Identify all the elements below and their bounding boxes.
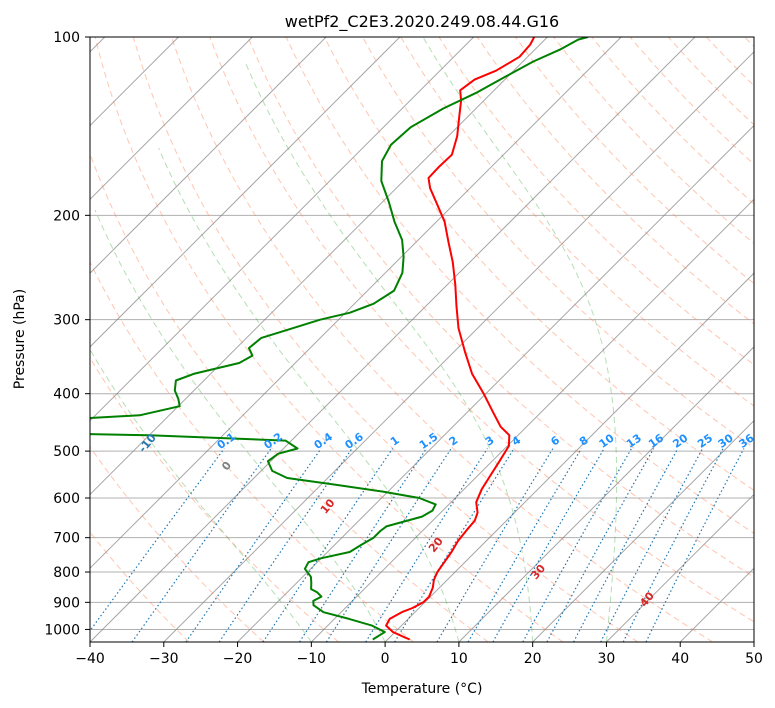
dry-adiabat-line <box>132 37 639 642</box>
profile-series <box>90 37 589 641</box>
y-tick-label: 400 <box>53 387 80 403</box>
dry-adiabat-line <box>438 37 754 366</box>
dry-adiabat-line <box>400 37 754 407</box>
isotherm-line <box>90 37 475 422</box>
isotherm-line <box>90 37 696 642</box>
dry-adiabat-line <box>94 37 564 642</box>
dry-adiabat-line <box>476 37 754 325</box>
plot-frame <box>89 36 755 643</box>
isotherm-line <box>458 346 754 642</box>
x-tick-label: 20 <box>524 651 542 667</box>
mixing-ratio-line <box>185 448 322 642</box>
dry-adiabat-line <box>247 37 754 578</box>
dry-adiabat-line <box>209 37 754 623</box>
mixing-ratio-line <box>622 448 724 642</box>
dry-adiabat-line <box>90 446 265 642</box>
dry-adiabat-line <box>323 37 754 491</box>
x-tick-label: −20 <box>223 651 253 667</box>
mixing-ratio-line <box>299 448 427 642</box>
pressure-gridlines <box>90 37 754 630</box>
y-tick-label: 900 <box>53 595 80 611</box>
y-tick-label: 300 <box>53 313 80 329</box>
y-tick-label: 1000 <box>44 622 80 638</box>
y-axis-label: Pressure (hPa) <box>12 289 28 389</box>
moist-adiabat-line <box>244 61 534 642</box>
dry-adiabat-line <box>361 37 754 449</box>
temperature-line <box>385 37 536 641</box>
moist-adiabat-line <box>158 147 460 642</box>
mixing-ratio-line <box>572 448 679 642</box>
moist-adiabat-line <box>90 348 312 642</box>
dry-adiabat-line <box>629 37 754 165</box>
dry-adiabat-line <box>591 37 754 205</box>
dry-adiabat-line <box>171 37 713 642</box>
y-tick-label: 800 <box>53 565 80 581</box>
isotherm-line <box>237 124 754 642</box>
dry-adiabat-line <box>90 260 414 642</box>
isotherm-line <box>384 272 754 642</box>
mixing-ratio-line <box>218 448 353 642</box>
axis-ticks: −40 −30 −20 −10 0 10 20 30 40 50 100 200 300 400 500 60… <box>44 30 763 667</box>
x-tick-label: 10 <box>450 651 468 667</box>
y-tick-label: 200 <box>53 208 80 224</box>
mixing-ratio-line <box>467 448 582 642</box>
isotherm-line <box>163 51 754 642</box>
isotherms <box>90 37 754 642</box>
y-tick-label: 700 <box>53 531 80 547</box>
mixing-ratio-line <box>262 448 394 642</box>
isotherm-line <box>532 419 754 642</box>
y-tick-label: 600 <box>53 491 80 507</box>
x-axis-label: Temperature (°C) <box>361 681 483 697</box>
dry-adiabat-line <box>285 37 754 534</box>
x-tick-label: 0 <box>381 651 390 667</box>
moist-adiabat-line <box>94 209 386 642</box>
mixing-ratio-line <box>325 448 452 642</box>
x-tick-label: 40 <box>671 651 689 667</box>
dry-adiabat-line <box>90 152 489 642</box>
isotherm-line <box>310 198 754 642</box>
plot-area: -100-90-80-70-60-50-40-30-20-10010203040… <box>90 37 756 642</box>
x-tick-label: 50 <box>745 651 763 667</box>
mixing-ratio-line <box>645 448 745 642</box>
x-tick-label: −10 <box>297 651 327 667</box>
moist-adiabats <box>90 37 618 642</box>
mixing-ratio-line <box>131 448 272 642</box>
dewpoint-line <box>90 37 589 641</box>
dry-adiabats <box>90 37 754 642</box>
isotherm-line <box>606 493 754 642</box>
mixing-ratio-lines <box>90 448 745 642</box>
dry-adiabat-line <box>553 37 754 245</box>
isotherm-line <box>90 37 401 348</box>
isotherm-line <box>90 37 254 201</box>
mixing-ratio-line <box>600 448 704 642</box>
dry-adiabat-line <box>90 356 339 642</box>
y-tick-label: 500 <box>53 444 80 460</box>
x-tick-label: −40 <box>75 651 105 667</box>
x-tick-label: −30 <box>149 651 179 667</box>
isotherm-line <box>90 37 622 569</box>
mixing-ratio-line <box>90 448 225 632</box>
chart-title: wetPf2_C2E3.2020.249.08.44.G16 <box>285 12 559 32</box>
y-tick-label: 100 <box>53 30 80 46</box>
x-tick-label: 30 <box>598 651 616 667</box>
mixing-ratio-line <box>492 448 605 642</box>
mixing-ratio-label: 36 <box>736 431 756 451</box>
moist-adiabat-line <box>422 37 618 642</box>
isotherm-line <box>90 37 327 274</box>
mixing-ratio-line <box>365 448 488 642</box>
